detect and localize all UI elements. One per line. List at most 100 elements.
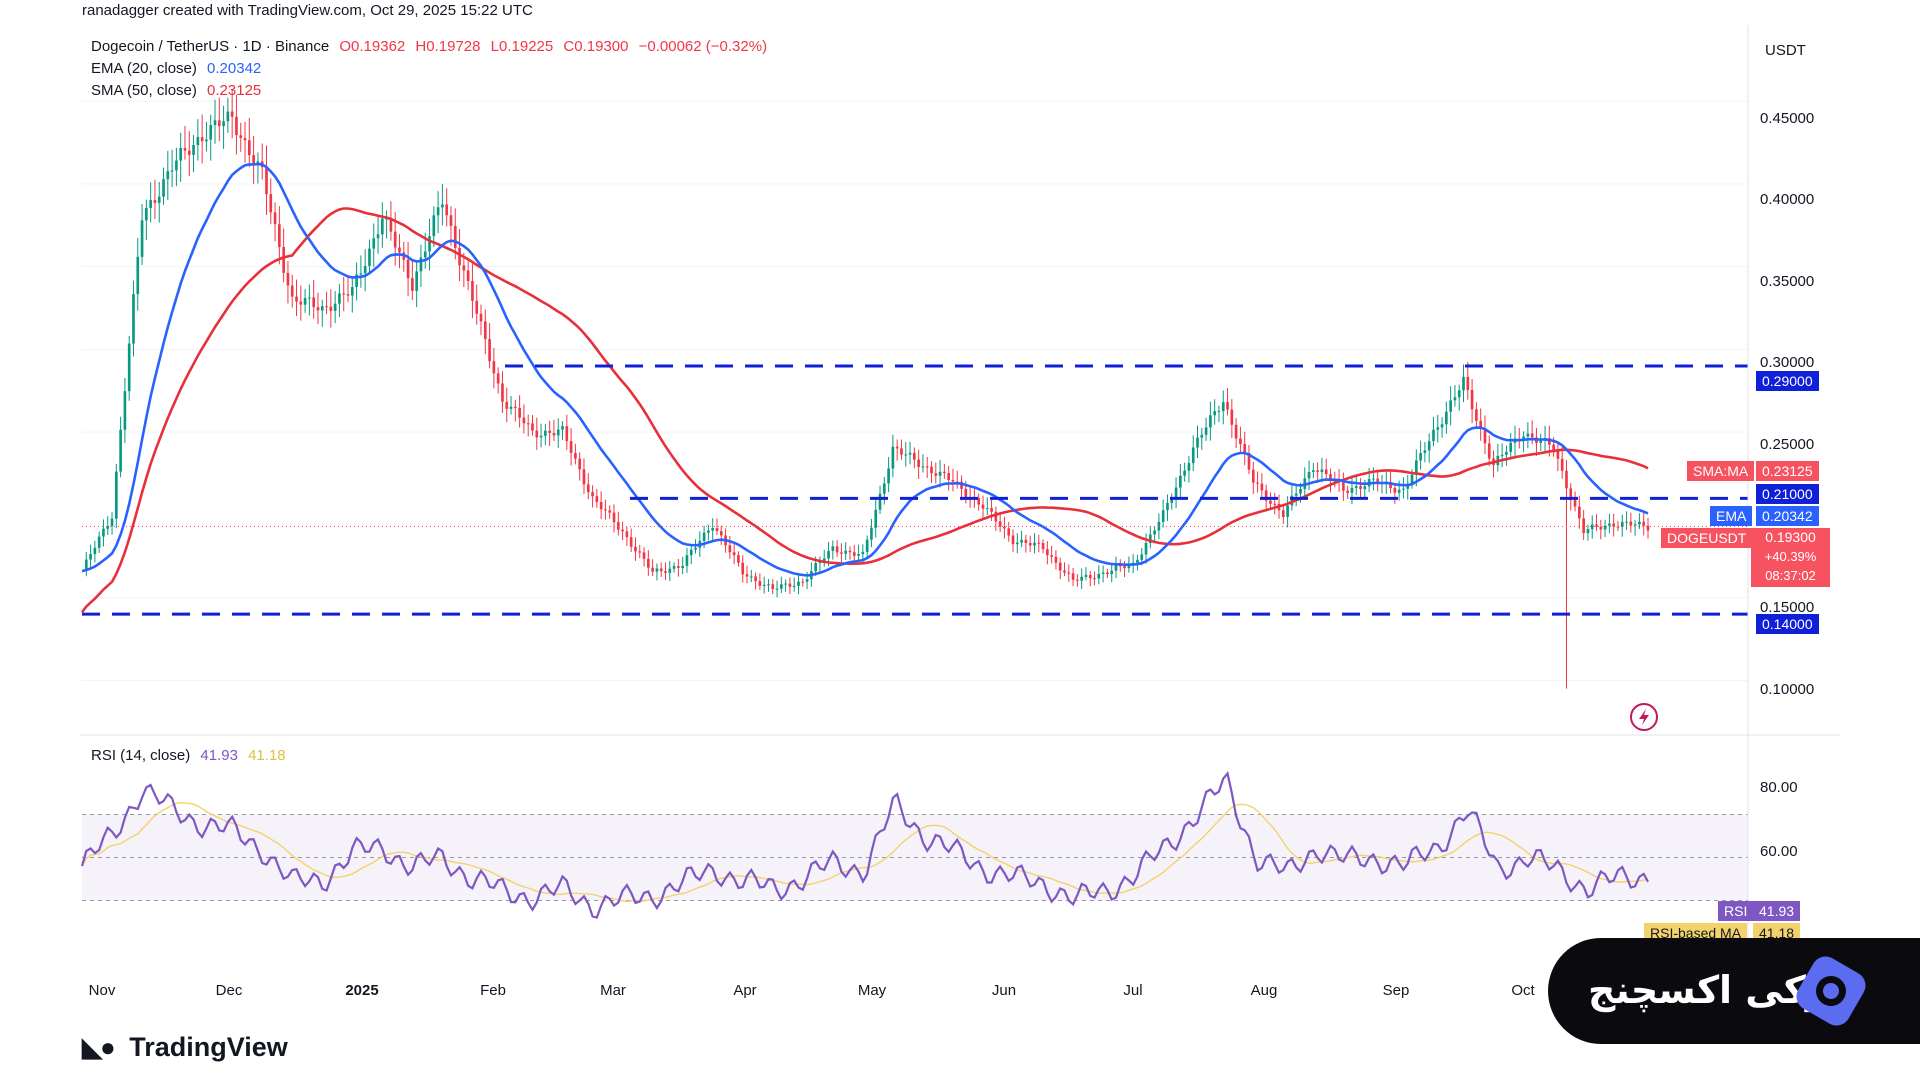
candle-body — [308, 297, 311, 299]
candle-body — [1230, 409, 1234, 425]
candle-body — [569, 441, 573, 454]
price-tag-change: +40.39% — [1764, 549, 1817, 564]
candle-body — [677, 566, 680, 568]
candle-body — [1470, 389, 1474, 410]
symbol-legend[interactable]: Dogecoin / TetherUS · 1D · Binance O0.19… — [91, 38, 767, 55]
rsi-legend[interactable]: RSI (14, close) 41.93 41.18 — [91, 747, 286, 764]
candle-body — [1539, 440, 1543, 443]
candle-body — [951, 479, 955, 482]
lightning-icon[interactable] — [1630, 703, 1658, 731]
candle-body — [505, 401, 509, 409]
candle-body — [857, 554, 860, 556]
ema-legend[interactable]: EMA (20, close) 0.20342 — [91, 60, 261, 77]
candle-body — [612, 512, 616, 523]
candle-body — [1376, 478, 1380, 484]
candle-body — [977, 498, 981, 505]
candle-body — [822, 558, 826, 562]
candle-body — [299, 301, 303, 305]
candle-body — [1037, 542, 1041, 544]
candle-body — [586, 484, 590, 493]
candle-body — [1410, 474, 1414, 485]
candle-body — [1590, 524, 1594, 530]
tradingview-logo[interactable]: ◣● TradingView — [82, 1032, 288, 1063]
candle-body — [599, 502, 603, 510]
candle-body — [333, 303, 337, 311]
candle-body — [1226, 402, 1229, 410]
candle-body — [565, 426, 569, 442]
candle-body — [209, 125, 213, 140]
candle-body — [1393, 488, 1397, 493]
candle-body — [84, 559, 88, 572]
candle-body — [625, 531, 629, 538]
candle-body — [372, 238, 376, 249]
candle-body — [1088, 574, 1092, 579]
candle-body — [1144, 543, 1148, 555]
candle-body — [496, 373, 500, 384]
candle-body — [1101, 572, 1105, 574]
candle-body — [1612, 523, 1616, 527]
candle-body — [771, 584, 775, 589]
candle-body — [1312, 470, 1315, 473]
candle-body — [913, 452, 916, 460]
candle-body — [1054, 556, 1058, 563]
x-tick: May — [857, 982, 887, 999]
candle-body — [1603, 525, 1607, 530]
candle-body — [235, 116, 238, 136]
candle-body — [1449, 400, 1452, 412]
candle-body — [1440, 424, 1444, 428]
candle-body — [1479, 420, 1483, 429]
candle-body — [1290, 495, 1294, 506]
candle-body — [359, 273, 363, 275]
candle-body — [89, 554, 92, 560]
candle-body — [574, 453, 577, 459]
sma-legend[interactable]: SMA (50, close) 0.23125 — [91, 82, 261, 99]
candle-body — [1273, 503, 1277, 505]
candle-body — [1046, 549, 1049, 556]
currency-label[interactable]: USDT — [1765, 42, 1806, 59]
ohlc-open: O0.19362 — [339, 38, 406, 55]
ema-legend-label: EMA (20, close) — [91, 60, 197, 77]
candle-body — [788, 583, 792, 587]
level-tag-upper: 0.29000 — [1756, 371, 1819, 391]
candle-body — [741, 562, 745, 575]
horizontal-levels — [82, 364, 1748, 616]
candle-body — [797, 581, 800, 586]
candle-body — [376, 234, 380, 239]
candle-body — [123, 391, 127, 430]
candle-body — [745, 574, 749, 577]
candle-body — [1483, 428, 1487, 444]
candle-body — [1372, 478, 1375, 480]
candle-body — [1213, 411, 1216, 416]
candle-body — [634, 546, 637, 552]
candle-body — [831, 546, 835, 551]
candle-body — [998, 521, 1002, 527]
candle-body — [647, 558, 650, 568]
candle-body — [222, 121, 225, 127]
candle-body — [1153, 530, 1156, 535]
x-tick: Aug — [1250, 982, 1278, 999]
candle-body — [436, 207, 440, 216]
candle-body — [1256, 482, 1259, 484]
candle-body — [1243, 444, 1247, 453]
sma-tag-value: 0.23125 — [1756, 461, 1819, 481]
candle-body — [1526, 433, 1530, 437]
candle-body — [1080, 576, 1083, 581]
x-tick: Feb — [480, 982, 506, 999]
candle-body — [1106, 572, 1109, 575]
candle-body — [1123, 566, 1126, 569]
candle-body — [668, 568, 672, 573]
candle-body — [175, 160, 178, 171]
candle-body — [1500, 454, 1504, 456]
candle-body — [1170, 498, 1174, 504]
candle-body — [1033, 542, 1036, 546]
candle-body — [870, 527, 873, 540]
exchange-badge[interactable]: اوکی اکسچنج — [1548, 938, 1920, 1044]
candle-body — [711, 527, 715, 531]
x-tick: Sep — [1382, 982, 1410, 999]
candle-body — [1530, 433, 1534, 438]
candle-body — [943, 471, 946, 474]
candle-body — [269, 194, 273, 213]
candle-body — [479, 313, 483, 322]
sma-tag-label: SMA:MA — [1693, 463, 1749, 479]
candle-body — [1015, 542, 1019, 545]
